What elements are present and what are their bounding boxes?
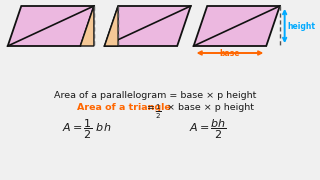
Text: × base × p height: × base × p height bbox=[164, 103, 254, 112]
Text: =: = bbox=[144, 103, 158, 112]
Text: base: base bbox=[220, 48, 240, 57]
Polygon shape bbox=[194, 6, 280, 46]
Text: $\frac{1}{2}$: $\frac{1}{2}$ bbox=[155, 102, 161, 121]
Polygon shape bbox=[8, 6, 94, 46]
Text: $A = \dfrac{bh}{2}$: $A = \dfrac{bh}{2}$ bbox=[189, 118, 227, 141]
Polygon shape bbox=[105, 6, 191, 46]
Text: Area of a triangle: Area of a triangle bbox=[76, 103, 170, 112]
Text: Area of a parallelogram = base × p height: Area of a parallelogram = base × p heigh… bbox=[54, 91, 256, 100]
Text: height: height bbox=[288, 21, 316, 30]
Text: $A = \dfrac{1}{2}\ bh$: $A = \dfrac{1}{2}\ bh$ bbox=[62, 118, 112, 141]
Polygon shape bbox=[80, 6, 94, 46]
Polygon shape bbox=[105, 6, 118, 46]
